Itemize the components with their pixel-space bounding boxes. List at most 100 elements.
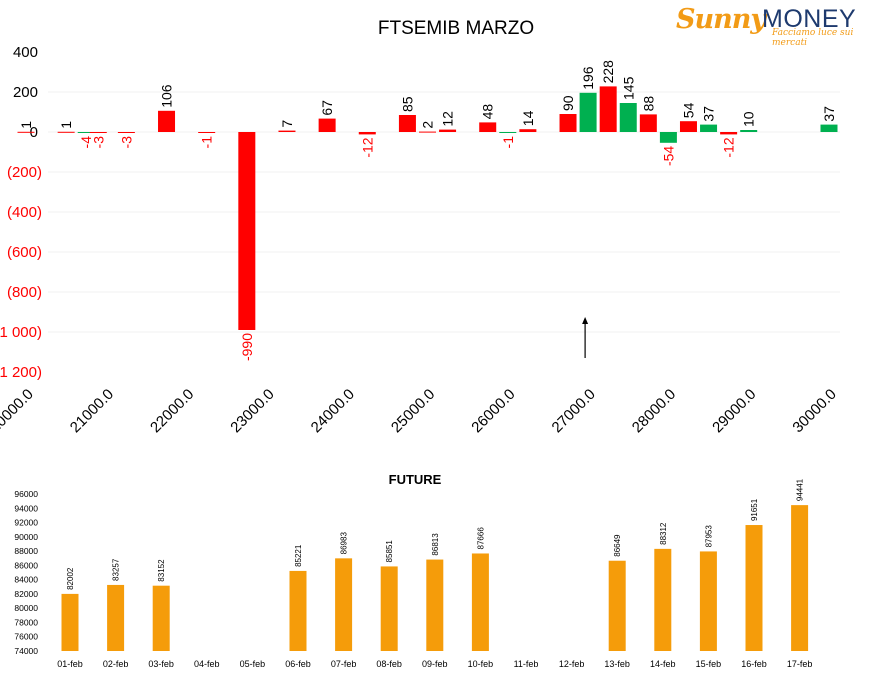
y-tick-label: 76000 (14, 632, 38, 642)
x-tick-label: 26000.0 (468, 386, 518, 436)
x-tick-label: 24000.0 (308, 386, 358, 436)
x-tick-label: 20000.0 (0, 386, 37, 436)
x-tick-label: 09-feb (422, 659, 448, 669)
bar-value-label: 87953 (704, 525, 713, 548)
bar-value-label: 94441 (796, 478, 805, 501)
chart1-title: FTSEMIB MARZO (378, 18, 534, 39)
bar-value-label: -4 (78, 136, 94, 149)
y-tick-label: 94000 (14, 503, 38, 513)
bar (740, 130, 758, 132)
x-tick-label: 08-feb (376, 659, 402, 669)
bar (439, 129, 457, 132)
bar (57, 131, 75, 133)
bar-value-label: 2 (420, 121, 436, 129)
y-tick-label: (200) (7, 164, 42, 181)
x-tick-label: 03-feb (148, 659, 174, 669)
bar (398, 115, 416, 132)
logo-sunny-text: Sunny (676, 4, 766, 35)
bar (619, 103, 637, 132)
bar (599, 86, 617, 132)
ftsemib-chart: FTSEMIB MARZO 4002000(200)(400)(600)(800… (0, 18, 840, 436)
bar (117, 132, 135, 133)
bar-value-label: 106 (159, 84, 175, 108)
bar (699, 551, 717, 651)
y-tick-label: 90000 (14, 532, 38, 542)
bar (608, 560, 626, 651)
bar (77, 132, 95, 133)
y-tick-label: 92000 (14, 518, 38, 528)
bar (61, 593, 79, 651)
bar-value-label: 83152 (157, 559, 166, 582)
bar (559, 114, 577, 132)
y-tick-label: 82000 (14, 589, 38, 599)
bar (380, 566, 398, 651)
bar (820, 124, 838, 132)
bar (158, 110, 176, 132)
bar (471, 553, 489, 651)
x-tick-label: 23000.0 (227, 386, 277, 436)
bar-value-label: -3 (118, 136, 134, 149)
bar-value-label: 37 (821, 106, 837, 122)
bar-value-label: -12 (359, 137, 375, 157)
bar (419, 131, 436, 133)
logo-tagline: Facciamo luce sui mercati (772, 28, 854, 48)
bar (700, 124, 718, 132)
bar (679, 121, 697, 132)
bar-value-label: 7 (279, 120, 295, 128)
bar-value-label: -1 (500, 136, 516, 149)
bar (659, 132, 677, 143)
x-tick-label: 01-feb (57, 659, 83, 669)
y-tick-label: 80000 (14, 603, 38, 613)
x-tick-label: 11-feb (514, 659, 539, 669)
y-tick-label: (800) (7, 284, 42, 301)
bar-value-label: 88312 (659, 522, 668, 545)
bar (579, 92, 597, 132)
y-tick-label: 84000 (14, 575, 38, 585)
bar-value-label: -54 (660, 146, 676, 166)
bar (278, 130, 296, 132)
bar-value-label: 67 (319, 100, 335, 116)
y-tick-label: 96000 (14, 489, 38, 499)
bar-value-label: 83257 (112, 558, 121, 581)
bar-value-label: 196 (580, 66, 596, 90)
bar (745, 525, 763, 651)
bar-value-label: 1 (58, 121, 74, 129)
x-tick-label: 10-feb (468, 659, 494, 669)
bar-value-label: 14 (520, 110, 536, 126)
bar-value-label: -1 (199, 136, 215, 149)
bar-value-label: 85851 (385, 540, 394, 563)
bar (335, 558, 353, 651)
bar-value-label: -12 (721, 137, 737, 157)
y-tick-label: (600) (7, 244, 42, 261)
x-tick-label: 06-feb (285, 659, 311, 669)
logo-money-text: MONEY (762, 5, 857, 33)
x-tick-label: 25000.0 (388, 386, 438, 436)
x-tick-label: 22000.0 (147, 386, 197, 436)
y-tick-label: 86000 (14, 560, 38, 570)
bar (426, 559, 444, 651)
x-tick-label: 27000.0 (549, 386, 599, 436)
bar (358, 132, 376, 135)
bar-value-label: 145 (620, 76, 636, 100)
x-tick-label: 12-feb (559, 659, 585, 669)
y-tick-label: 88000 (14, 546, 38, 556)
bar (479, 122, 497, 132)
bar-value-label: 86813 (431, 533, 440, 556)
bar-value-label: 86649 (613, 534, 622, 557)
bar (654, 548, 672, 651)
bar-value-label: -990 (239, 333, 255, 361)
bar-value-label: 87666 (476, 527, 485, 550)
bar (639, 114, 657, 132)
x-tick-label: 30000.0 (789, 386, 839, 436)
bar (289, 570, 307, 651)
x-tick-label: 02-feb (103, 659, 129, 669)
bar (238, 132, 256, 330)
bar-value-label: 10 (741, 111, 757, 127)
bar-value-label: -3 (90, 136, 106, 149)
annotation-arrow-head (582, 317, 589, 324)
bar (499, 132, 517, 133)
x-tick-label: 13-feb (604, 659, 630, 669)
x-tick-label: 21000.0 (67, 386, 117, 436)
x-tick-label: 16-feb (741, 659, 767, 669)
